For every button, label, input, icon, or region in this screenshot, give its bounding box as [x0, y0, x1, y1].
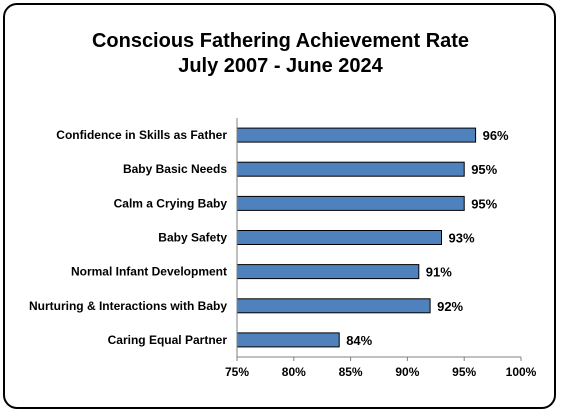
x-tick-label: 75% — [225, 365, 249, 379]
bar — [236, 264, 420, 280]
category-label: Calm a Crying Baby — [114, 196, 228, 210]
x-tick-label: 95% — [452, 365, 476, 379]
bar — [236, 332, 340, 348]
data-label: 96% — [483, 128, 509, 143]
x-ticks-layer: 75% 80% 85% 90% 95% 100% — [225, 357, 537, 379]
category-label: Caring Equal Partner — [108, 333, 228, 347]
category-label: Confidence in Skills as Father — [56, 128, 227, 142]
category-label: Normal Infant Development — [71, 265, 227, 279]
category-label: Baby Basic Needs — [123, 162, 227, 176]
bar — [236, 127, 477, 143]
x-tick-label: 100% — [506, 365, 537, 379]
category-label: Nurturing & Interactions with Baby — [29, 299, 227, 313]
bar — [236, 298, 431, 314]
data-label: 91% — [426, 265, 452, 280]
chart-title: Conscious Fathering Achievement Rate — [91, 30, 470, 52]
data-label: 84% — [346, 333, 372, 348]
data-label: 95% — [471, 196, 497, 211]
bar — [236, 161, 465, 177]
x-tick-label: 85% — [339, 365, 363, 379]
x-tick-label: 80% — [282, 365, 306, 379]
category-label: Baby Safety — [158, 231, 227, 245]
bar — [236, 195, 465, 211]
bars-layer: Confidence in Skills as Father 96% Baby Ba… — [29, 127, 509, 348]
data-label: 93% — [449, 231, 475, 246]
data-label: 92% — [437, 299, 463, 314]
chart-subtitle: July 2007 - June 2024 — [178, 55, 383, 77]
bar — [236, 230, 442, 245]
x-tick-label: 90% — [395, 365, 419, 379]
data-label: 95% — [471, 162, 497, 177]
